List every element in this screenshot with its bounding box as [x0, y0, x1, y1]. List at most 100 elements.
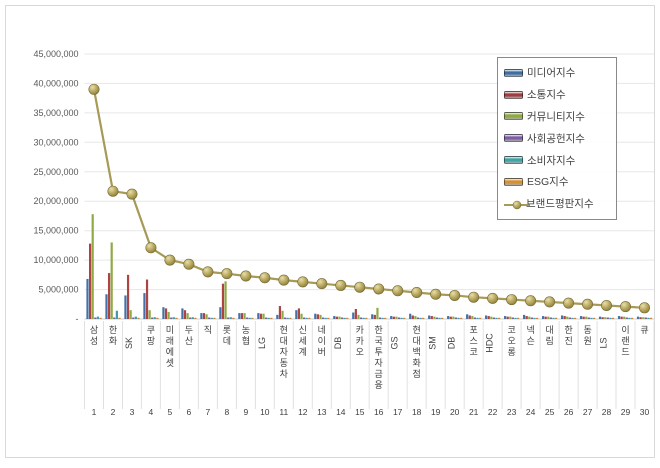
svg-text:18: 18: [412, 407, 422, 417]
svg-text:성: 성: [90, 336, 98, 346]
svg-text:쿠: 쿠: [147, 325, 155, 335]
svg-text:이: 이: [318, 336, 326, 346]
svg-text:35,000,000: 35,000,000: [33, 108, 78, 118]
svg-text:GS: GS: [390, 336, 400, 349]
svg-text:23: 23: [507, 407, 517, 417]
svg-text:26: 26: [564, 407, 574, 417]
svg-text:24: 24: [526, 407, 536, 417]
svg-text:5,000,000: 5,000,000: [38, 285, 78, 295]
svg-text:9: 9: [244, 407, 249, 417]
svg-text:차: 차: [280, 368, 289, 379]
svg-text:DB: DB: [447, 337, 457, 350]
svg-text:데: 데: [223, 336, 231, 346]
svg-text:융: 융: [375, 380, 383, 390]
svg-text:25,000,000: 25,000,000: [33, 167, 78, 177]
svg-text:22: 22: [488, 407, 498, 417]
svg-text:농: 농: [242, 325, 250, 335]
svg-text:17: 17: [393, 407, 403, 417]
svg-text:7: 7: [206, 407, 211, 417]
svg-text:10: 10: [260, 407, 270, 417]
svg-text:2: 2: [111, 407, 116, 417]
svg-text:래: 래: [166, 336, 174, 346]
svg-text:25: 25: [545, 407, 555, 417]
svg-text:HDC: HDC: [485, 333, 495, 353]
svg-text:큐: 큐: [640, 325, 648, 335]
svg-text:세: 세: [299, 336, 307, 346]
svg-text:3: 3: [130, 407, 135, 417]
svg-text:11: 11: [279, 407, 288, 417]
svg-text:넥: 넥: [526, 325, 534, 335]
svg-text:12: 12: [298, 407, 308, 417]
svg-text:삼: 삼: [90, 325, 98, 335]
svg-text:동: 동: [280, 358, 288, 368]
svg-text:LG: LG: [257, 337, 267, 349]
svg-text:21: 21: [469, 407, 479, 417]
svg-text:림: 림: [545, 335, 553, 346]
svg-text:DB: DB: [333, 337, 343, 350]
svg-text:코: 코: [507, 325, 515, 335]
svg-text:10,000,000: 10,000,000: [33, 255, 78, 265]
svg-text:한: 한: [375, 325, 383, 335]
svg-text:대: 대: [545, 325, 553, 335]
svg-text:드: 드: [621, 347, 629, 357]
svg-text:15,000,000: 15,000,000: [33, 226, 78, 236]
svg-text:스: 스: [470, 336, 478, 346]
svg-text:셋: 셋: [166, 358, 174, 368]
svg-text:롯: 롯: [223, 325, 231, 335]
svg-text:30,000,000: 30,000,000: [33, 137, 78, 147]
svg-text:금: 금: [375, 369, 383, 379]
svg-text:8: 8: [225, 407, 230, 417]
svg-text:진: 진: [564, 336, 572, 346]
svg-text:점: 점: [413, 368, 421, 379]
svg-text:SM: SM: [428, 336, 438, 350]
svg-text:자: 자: [375, 358, 384, 368]
svg-text:화: 화: [413, 358, 421, 368]
svg-text:1: 1: [92, 407, 97, 417]
svg-text:투: 투: [375, 347, 383, 357]
svg-text:카: 카: [356, 336, 364, 346]
svg-text:29: 29: [621, 407, 631, 417]
svg-text:화: 화: [109, 336, 117, 346]
svg-text:직: 직: [204, 325, 212, 335]
svg-text:16: 16: [374, 407, 384, 417]
svg-text:협: 협: [242, 335, 250, 346]
svg-text:롱: 롱: [507, 347, 515, 357]
svg-text:20,000,000: 20,000,000: [33, 196, 78, 206]
svg-text:국: 국: [375, 336, 383, 346]
svg-text:카: 카: [356, 325, 364, 335]
svg-text:27: 27: [583, 407, 593, 417]
svg-text:대: 대: [280, 336, 288, 346]
svg-text:포: 포: [470, 325, 478, 335]
svg-text:미: 미: [166, 325, 174, 335]
svg-text:계: 계: [299, 346, 307, 357]
svg-text:에: 에: [166, 347, 174, 357]
svg-text:원: 원: [583, 336, 591, 346]
svg-text:네: 네: [318, 325, 326, 335]
svg-text:28: 28: [602, 407, 612, 417]
svg-text:슨: 슨: [526, 336, 534, 346]
svg-text:40,000,000: 40,000,000: [33, 78, 78, 88]
svg-text:백: 백: [413, 347, 421, 357]
svg-text:버: 버: [318, 347, 326, 357]
svg-text:6: 6: [187, 407, 192, 417]
svg-text:SK: SK: [124, 337, 134, 349]
svg-text:코: 코: [470, 347, 478, 357]
svg-text:45,000,000: 45,000,000: [33, 49, 78, 59]
svg-text:20: 20: [450, 407, 460, 417]
svg-text:한: 한: [564, 325, 572, 335]
svg-text:19: 19: [431, 407, 441, 417]
svg-text:LS: LS: [599, 337, 609, 348]
svg-text:한: 한: [109, 325, 117, 335]
svg-text:13: 13: [317, 407, 327, 417]
svg-text:-: -: [76, 314, 79, 324]
svg-text:이: 이: [621, 325, 629, 335]
svg-text:오: 오: [356, 347, 364, 357]
svg-text:대: 대: [413, 336, 421, 346]
svg-text:두: 두: [185, 325, 193, 335]
svg-text:동: 동: [583, 325, 591, 335]
svg-text:4: 4: [149, 407, 154, 417]
svg-text:현: 현: [280, 325, 288, 335]
svg-text:5: 5: [168, 407, 173, 417]
svg-text:팡: 팡: [147, 336, 155, 346]
svg-text:산: 산: [185, 336, 193, 346]
